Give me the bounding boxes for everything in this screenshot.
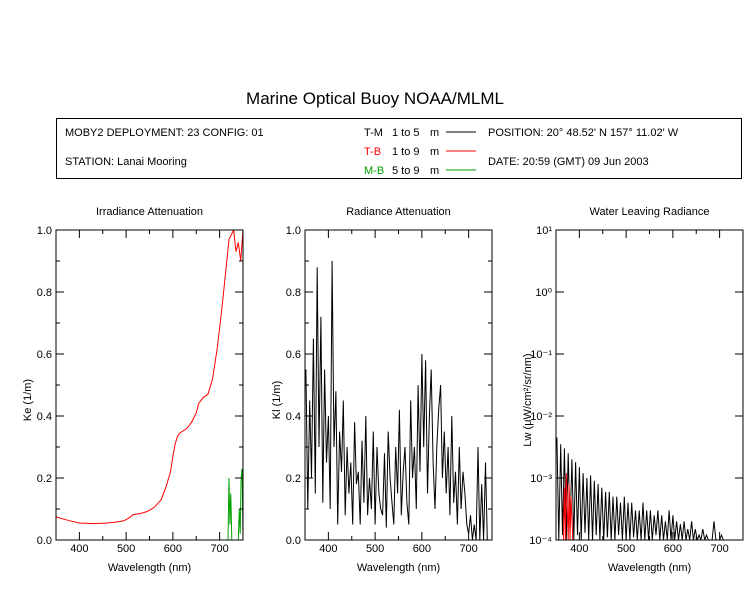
legend-code-0: T-M (364, 127, 383, 139)
legend-unit-0: m (430, 127, 439, 139)
chart-title-1: Radiance Attenuation (346, 206, 451, 218)
x-axis-label-1: Wavelength (nm) (357, 562, 440, 574)
legend-code-1: T-B (364, 146, 381, 158)
chart-title-2: Water Leaving Radiance (589, 206, 709, 218)
position-text: POSITION: 20° 48.52' N 157° 11.02' W (488, 127, 679, 139)
y-axis-label-2: Lw (μW/cm²/sr/nm) (522, 353, 534, 446)
y-tick-label-0-2: 0.4 (37, 411, 52, 423)
page-title: Marine Optical Buoy NOAA/MLML (246, 89, 504, 108)
y-tick-label-0-4: 0.8 (37, 287, 52, 299)
y-tick-label-0-1: 0.2 (37, 473, 52, 485)
x-tick-label-2-1: 500 (617, 543, 635, 555)
y-tick-label-2-5: 10¹ (536, 225, 552, 237)
y-tick-label-1-4: 0.8 (286, 287, 301, 299)
y-tick-label-1-2: 0.4 (286, 411, 301, 423)
series-line-T-B-2 (563, 473, 574, 540)
legend-range-2: 5 to 9 (392, 165, 420, 177)
y-tick-label-1-0: 0.0 (286, 535, 301, 547)
x-axis-label-0: Wavelength (nm) (108, 562, 191, 574)
series-line-T-M-1 (305, 260, 488, 540)
y-tick-label-2-3: 10⁻¹ (530, 349, 552, 361)
chart-title-0: Irradiance Attenuation (96, 206, 203, 218)
x-tick-label-2-2: 600 (664, 543, 682, 555)
date-text: DATE: 20:59 (GMT) 09 Jun 2003 (488, 156, 649, 168)
y-tick-label-0-3: 0.6 (37, 349, 52, 361)
plot-frame-0 (55, 229, 244, 541)
series-line-T-B-0 (56, 230, 243, 525)
y-tick-label-2-1: 10⁻³ (530, 473, 552, 485)
x-tick-label-2-0: 400 (570, 543, 588, 555)
series-line-T-M-2 (556, 437, 729, 540)
x-tick-label-0-1: 500 (117, 543, 135, 555)
chart-2: Water Leaving Radiance 400 500 600 700 10⁻⁴ 10… (522, 206, 744, 574)
y-tick-label-1-3: 0.6 (286, 349, 301, 361)
x-tick-label-1-0: 400 (319, 543, 337, 555)
legend-code-2: M-B (364, 165, 384, 177)
x-axis-label-2: Wavelength (nm) (608, 562, 691, 574)
y-tick-label-2-2: 10⁻² (530, 411, 552, 423)
y-tick-label-0-5: 1.0 (37, 225, 52, 237)
y-axis-label-0: Ke (1/m) (22, 379, 34, 421)
station-text: STATION: Lanai Mooring (65, 156, 187, 168)
x-tick-label-1-1: 500 (366, 543, 384, 555)
y-axis-label-1: Kl (1/m) (271, 381, 283, 420)
deployment-text: MOBY2 DEPLOYMENT: 23 CONFIG: 01 (65, 127, 264, 139)
info-box (56, 118, 742, 179)
y-tick-label-1-1: 0.2 (286, 473, 301, 485)
y-tick-label-2-4: 10⁰ (535, 287, 552, 299)
x-tick-label-0-3: 700 (210, 543, 228, 555)
chart-1: Radiance Attenuation 400 500 600 700 0.0 0.2 0.… (271, 206, 493, 574)
series-line-M-B-0 (227, 468, 243, 540)
legend-range-0: 1 to 5 (392, 127, 420, 139)
legend-range-1: 1 to 9 (392, 146, 420, 158)
x-tick-label-1-3: 700 (459, 543, 477, 555)
y-tick-label-2-0: 10⁻⁴ (529, 535, 552, 547)
legend-unit-2: m (430, 165, 439, 177)
legend-unit-1: m (430, 146, 439, 158)
chart-0: Irradiance Attenuation 400 500 600 700 0.0 0.2… (22, 206, 244, 574)
x-tick-label-0-2: 600 (164, 543, 182, 555)
x-tick-label-0-0: 400 (70, 543, 88, 555)
x-tick-label-1-2: 600 (413, 543, 431, 555)
x-tick-label-2-3: 700 (710, 543, 728, 555)
y-tick-label-0-0: 0.0 (37, 535, 52, 547)
y-tick-label-1-5: 1.0 (286, 225, 301, 237)
